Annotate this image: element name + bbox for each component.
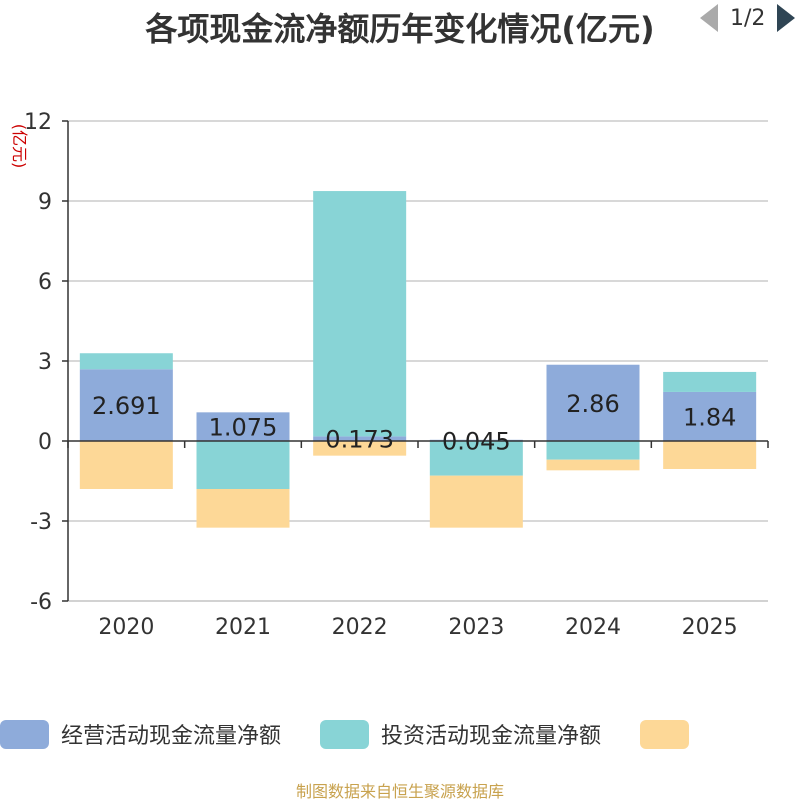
bar-2024-series-0[interactable] (546, 364, 640, 441)
legend-label: 经营活动现金流量净额 (61, 724, 282, 749)
bar-2020-series-1[interactable] (79, 353, 173, 370)
legend-pager: 1/2 (700, 0, 796, 36)
bar-2020-series-2[interactable] (79, 441, 173, 489)
y-tick-label: 3 (38, 350, 52, 375)
x-tick-label: 2024 (565, 615, 621, 640)
y-tick-label: 6 (38, 270, 52, 295)
bar-2022-series-2[interactable] (313, 441, 407, 456)
y-tick-label: 9 (38, 190, 52, 215)
data-label-2021: 1.075 (209, 414, 278, 442)
bar-2025-series-0[interactable] (663, 391, 757, 441)
chart-title: 各项现金流净额历年变化情况(亿元) (145, 10, 655, 48)
legend-prev-arrow-icon[interactable] (700, 4, 718, 32)
data-label-2022: 0.173 (325, 426, 394, 454)
bar-2025-series-1[interactable] (663, 371, 757, 392)
data-label-2023: 0.045 (442, 427, 511, 455)
y-tick-label: 0 (38, 430, 52, 455)
bar-series (79, 191, 757, 528)
x-tick-label: 2020 (98, 615, 154, 640)
bar-2023-series-2[interactable] (429, 475, 523, 528)
bar-2023-series-1[interactable] (429, 441, 523, 476)
y-tick-label: -3 (30, 510, 52, 535)
data-label-2025: 1.84 (683, 403, 736, 431)
bar-2021-series-2[interactable] (196, 489, 290, 528)
y-tick-label: 12 (24, 110, 52, 135)
bar-2021-series-1[interactable] (196, 441, 290, 489)
bar-2024-series-2[interactable] (546, 459, 640, 471)
y-axis-title: (亿元) (10, 124, 29, 169)
legend-item-1[interactable]: 投资活动现金流量净额 (320, 716, 601, 752)
legend-next-arrow-icon[interactable] (777, 4, 796, 32)
y-tick-label: -6 (30, 590, 52, 615)
x-tick-label: 2021 (215, 615, 271, 640)
bar-2022-series-0[interactable] (313, 436, 407, 441)
x-tick-label: 2022 (332, 615, 388, 640)
x-tick-label: 2025 (682, 615, 738, 640)
legend-swatch (640, 719, 689, 749)
bar-2020-series-0[interactable] (79, 369, 173, 441)
x-tick-label: 2023 (448, 615, 504, 640)
bar-2024-series-1[interactable] (546, 441, 640, 460)
data-labels: 2.691 1.075 0.173 0.045 2.86 1.84 (92, 390, 736, 456)
legend-label: 投资活动现金流量净额 (381, 724, 602, 749)
legend-item-0[interactable]: 经营活动现金流量净额 (0, 716, 281, 752)
grid-lines (68, 120, 768, 602)
legend-item-2[interactable] (640, 716, 701, 752)
data-label-2020: 2.691 (92, 392, 161, 420)
source-note: 制图数据来自恒生聚源数据库 (295, 782, 504, 801)
bar-2025-series-2[interactable] (663, 441, 757, 469)
legend-swatch (320, 719, 369, 749)
axes: 12 9 6 3 0 -3 -6 2020 2021 2022 2023 2024 2025 (24, 110, 769, 640)
data-label-2024: 2.86 (566, 390, 619, 418)
bar-2022-series-1[interactable] (313, 191, 407, 437)
legend-page-indicator: 1/2 (730, 5, 766, 31)
legend-swatch (0, 719, 49, 749)
bar-2021-series-0[interactable] (196, 412, 290, 441)
legend: 经营活动现金流量净额 投资活动现金流量净额 (0, 716, 800, 752)
